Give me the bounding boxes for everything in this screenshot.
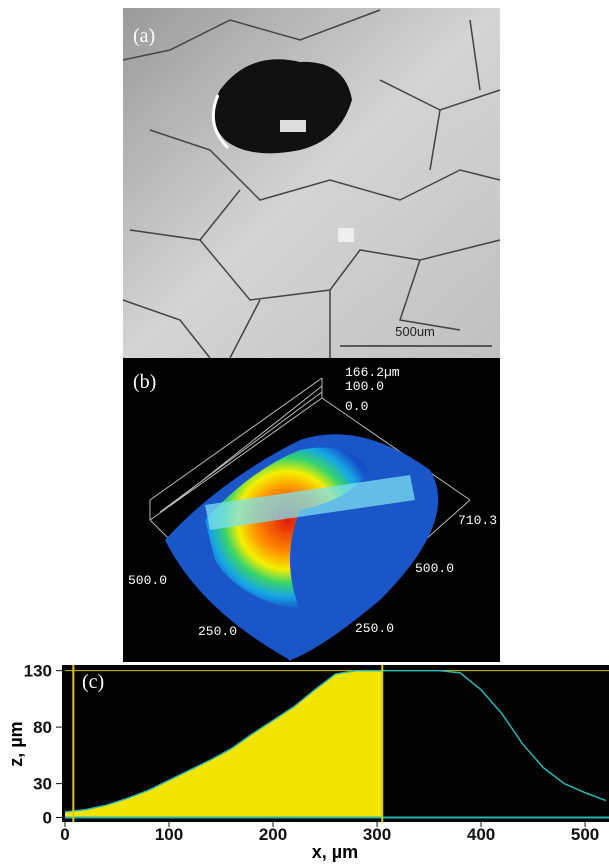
- page: 500um (a) 166.2µm 100.0 0.0 710.3 500.0 …: [0, 0, 609, 864]
- y-tick-label: 80: [33, 718, 52, 737]
- z-axis-label: 166.2µm: [345, 365, 400, 380]
- surface-3d: 166.2µm 100.0 0.0 710.3 500.0 250.0 500.…: [123, 358, 500, 662]
- x-axis-label: 500.0: [415, 561, 454, 576]
- scale-bar-label: 500um: [395, 324, 435, 339]
- x-tick-label: 0: [60, 825, 69, 844]
- y-tick-label: 30: [33, 775, 52, 794]
- x-axis-label: 710.3: [458, 513, 497, 528]
- x-tick-label: 300: [363, 825, 391, 844]
- y-axis-label: 250.0: [198, 624, 237, 639]
- panel-label: (a): [133, 25, 155, 47]
- x-tick-label: 400: [467, 825, 495, 844]
- panel-label: (b): [133, 371, 156, 393]
- x-tick-label: 200: [259, 825, 287, 844]
- y-tick-label: 130: [24, 662, 52, 681]
- micrograph: 500um (a): [123, 8, 500, 358]
- x-tick-label: 100: [155, 825, 183, 844]
- figure: 500um (a) 166.2µm 100.0 0.0 710.3 500.0 …: [0, 0, 609, 864]
- panel-label: (c): [82, 671, 104, 693]
- x-tick-label: 500: [571, 825, 599, 844]
- x-axis-title: x, µm: [312, 842, 358, 862]
- y-axis-label: 500.0: [128, 573, 167, 588]
- z-axis-label: 100.0: [345, 379, 384, 394]
- y-axis-title: z, µm: [6, 721, 26, 766]
- x-axis-label: 250.0: [355, 621, 394, 636]
- y-tick-label: 0: [43, 808, 52, 827]
- z-axis-label: 0.0: [345, 399, 368, 414]
